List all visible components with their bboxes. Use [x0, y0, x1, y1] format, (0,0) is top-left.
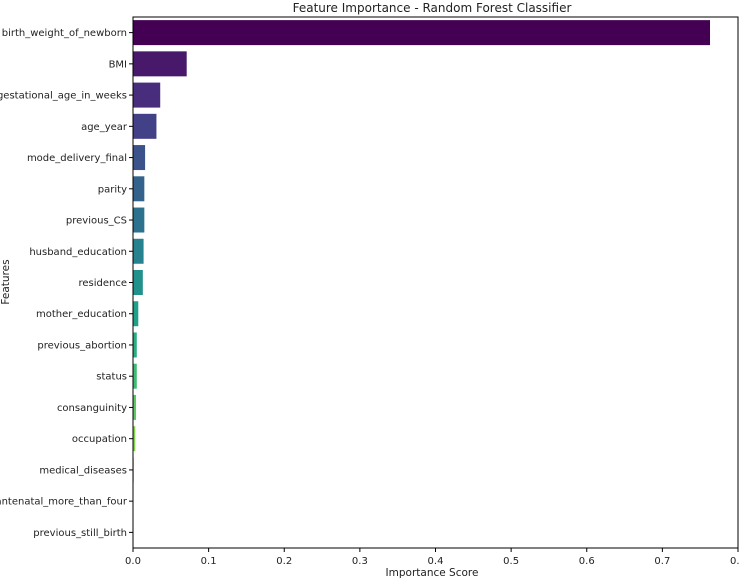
x-tick-label: 0.5 — [503, 556, 519, 567]
bars-group — [133, 20, 710, 545]
bar-previous_CS — [133, 208, 144, 233]
plot-frame — [133, 17, 738, 548]
y-tick-label: status — [96, 372, 127, 383]
bar-gestational_age_in_weeks — [133, 83, 160, 108]
x-tick-label: 0.4 — [428, 556, 444, 567]
y-tick-label: age_year — [81, 122, 128, 133]
y-tick-label: BMI — [109, 59, 127, 70]
y-tick-label: birth_weight_of_newborn — [2, 28, 127, 39]
y-axis-ticks: birth_weight_of_newborn BMI gestational_ag… — [0, 28, 133, 539]
bar-status — [133, 364, 137, 389]
y-tick-label: previous_abortion — [37, 340, 127, 351]
bar-husband_education — [133, 239, 144, 264]
y-tick-label: husband_education — [29, 247, 127, 258]
y-tick-label: previous_still_birth — [33, 528, 127, 539]
bar-parity — [133, 176, 144, 201]
y-tick-label: gestational_age_in_weeks — [0, 91, 127, 102]
x-tick-label: 0.0 — [125, 556, 141, 567]
x-tick-label: 0.6 — [579, 556, 595, 567]
y-tick-label: antenatal_more_than_four — [0, 497, 128, 508]
y-tick-label: previous_CS — [66, 216, 127, 227]
y-tick-label: consanguinity — [57, 403, 127, 414]
x-tick-label: 0.3 — [352, 556, 368, 567]
chart-title: Feature Importance - Random Forest Class… — [293, 1, 572, 15]
bar-mode_delivery_final — [133, 145, 145, 170]
bar-age_year — [133, 114, 156, 139]
x-tick-label: 0.8 — [730, 556, 739, 567]
y-tick-label: mode_delivery_final — [27, 153, 127, 164]
bar-residence — [133, 270, 143, 295]
x-axis-ticks: 0.0 0.1 0.2 0.3 0.4 0.5 0.6 0.7 0.8 — [125, 548, 739, 567]
y-tick-label: residence — [78, 278, 127, 289]
bar-birth_weight_of_newborn — [133, 20, 710, 45]
bar-BMI — [133, 51, 187, 76]
y-tick-label: occupation — [72, 434, 127, 445]
y-axis-label: Features — [0, 259, 12, 304]
x-tick-label: 0.2 — [276, 556, 292, 567]
x-axis-label: Importance Score — [386, 567, 479, 579]
x-tick-label: 0.1 — [201, 556, 217, 567]
bar-previous_abortion — [133, 332, 137, 357]
y-tick-label: mother_education — [36, 309, 127, 320]
bar-mother_education — [133, 301, 138, 326]
y-tick-label: parity — [98, 184, 127, 195]
x-tick-label: 0.7 — [654, 556, 670, 567]
y-tick-label: medical_diseases — [39, 465, 127, 476]
